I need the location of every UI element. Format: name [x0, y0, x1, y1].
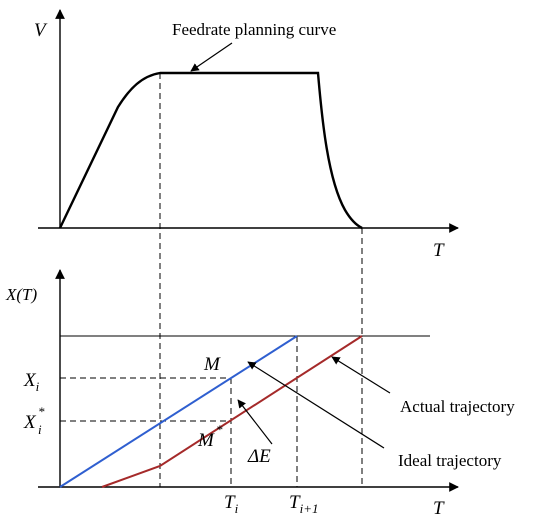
x-axis-label: X(T): [5, 285, 38, 304]
m-star-label: M *: [197, 422, 223, 451]
actual-trajectory-line: [101, 335, 363, 488]
ti-text: T: [224, 492, 236, 513]
dashed-guides: [60, 73, 363, 487]
actual-arrow: [331, 356, 391, 394]
delta-e-arrow: [237, 399, 273, 445]
ti-label: Ti: [224, 492, 239, 516]
m-label: M: [203, 354, 221, 375]
xi-star-label: X * i: [23, 404, 45, 437]
ti1-text: T: [289, 492, 301, 513]
svg-text:Xi: Xi: [23, 370, 40, 394]
ti-subscript: i: [235, 501, 239, 516]
xi-star-text: X: [23, 412, 37, 433]
ti1-label: Ti+1: [289, 492, 318, 516]
delta-e-label: ΔE: [247, 446, 271, 467]
ideal-trajectory-line: [59, 335, 298, 488]
t-axis-label-bottom: T: [433, 498, 445, 519]
feedrate-label-arrow: [190, 42, 233, 72]
xi-star-subscript: i: [38, 422, 42, 437]
actual-trajectory-label: Actual trajectory: [400, 397, 515, 416]
ti1-subscript: i+1: [300, 501, 319, 516]
trajectory-plot: X(T) T Xi X * i M M * ΔE Ti Ti+1: [5, 269, 515, 519]
xi-text: X: [23, 370, 37, 391]
xi-star-superscript: *: [38, 404, 45, 419]
feedrate-curve-label: Feedrate planning curve: [172, 20, 336, 39]
t-axis-label-top: T: [433, 240, 445, 261]
ideal-trajectory-label: Ideal trajectory: [398, 451, 502, 470]
ideal-arrow: [247, 361, 385, 449]
m-star-superscript: *: [216, 422, 223, 437]
xi-label: Xi: [23, 370, 40, 394]
m-star-text: M: [197, 430, 215, 451]
xi-subscript: i: [36, 379, 40, 394]
feedrate-plot: V T Feedrate planning curve: [34, 9, 459, 261]
feedrate-curve: [58, 71, 363, 230]
v-axis-label: V: [34, 20, 48, 41]
